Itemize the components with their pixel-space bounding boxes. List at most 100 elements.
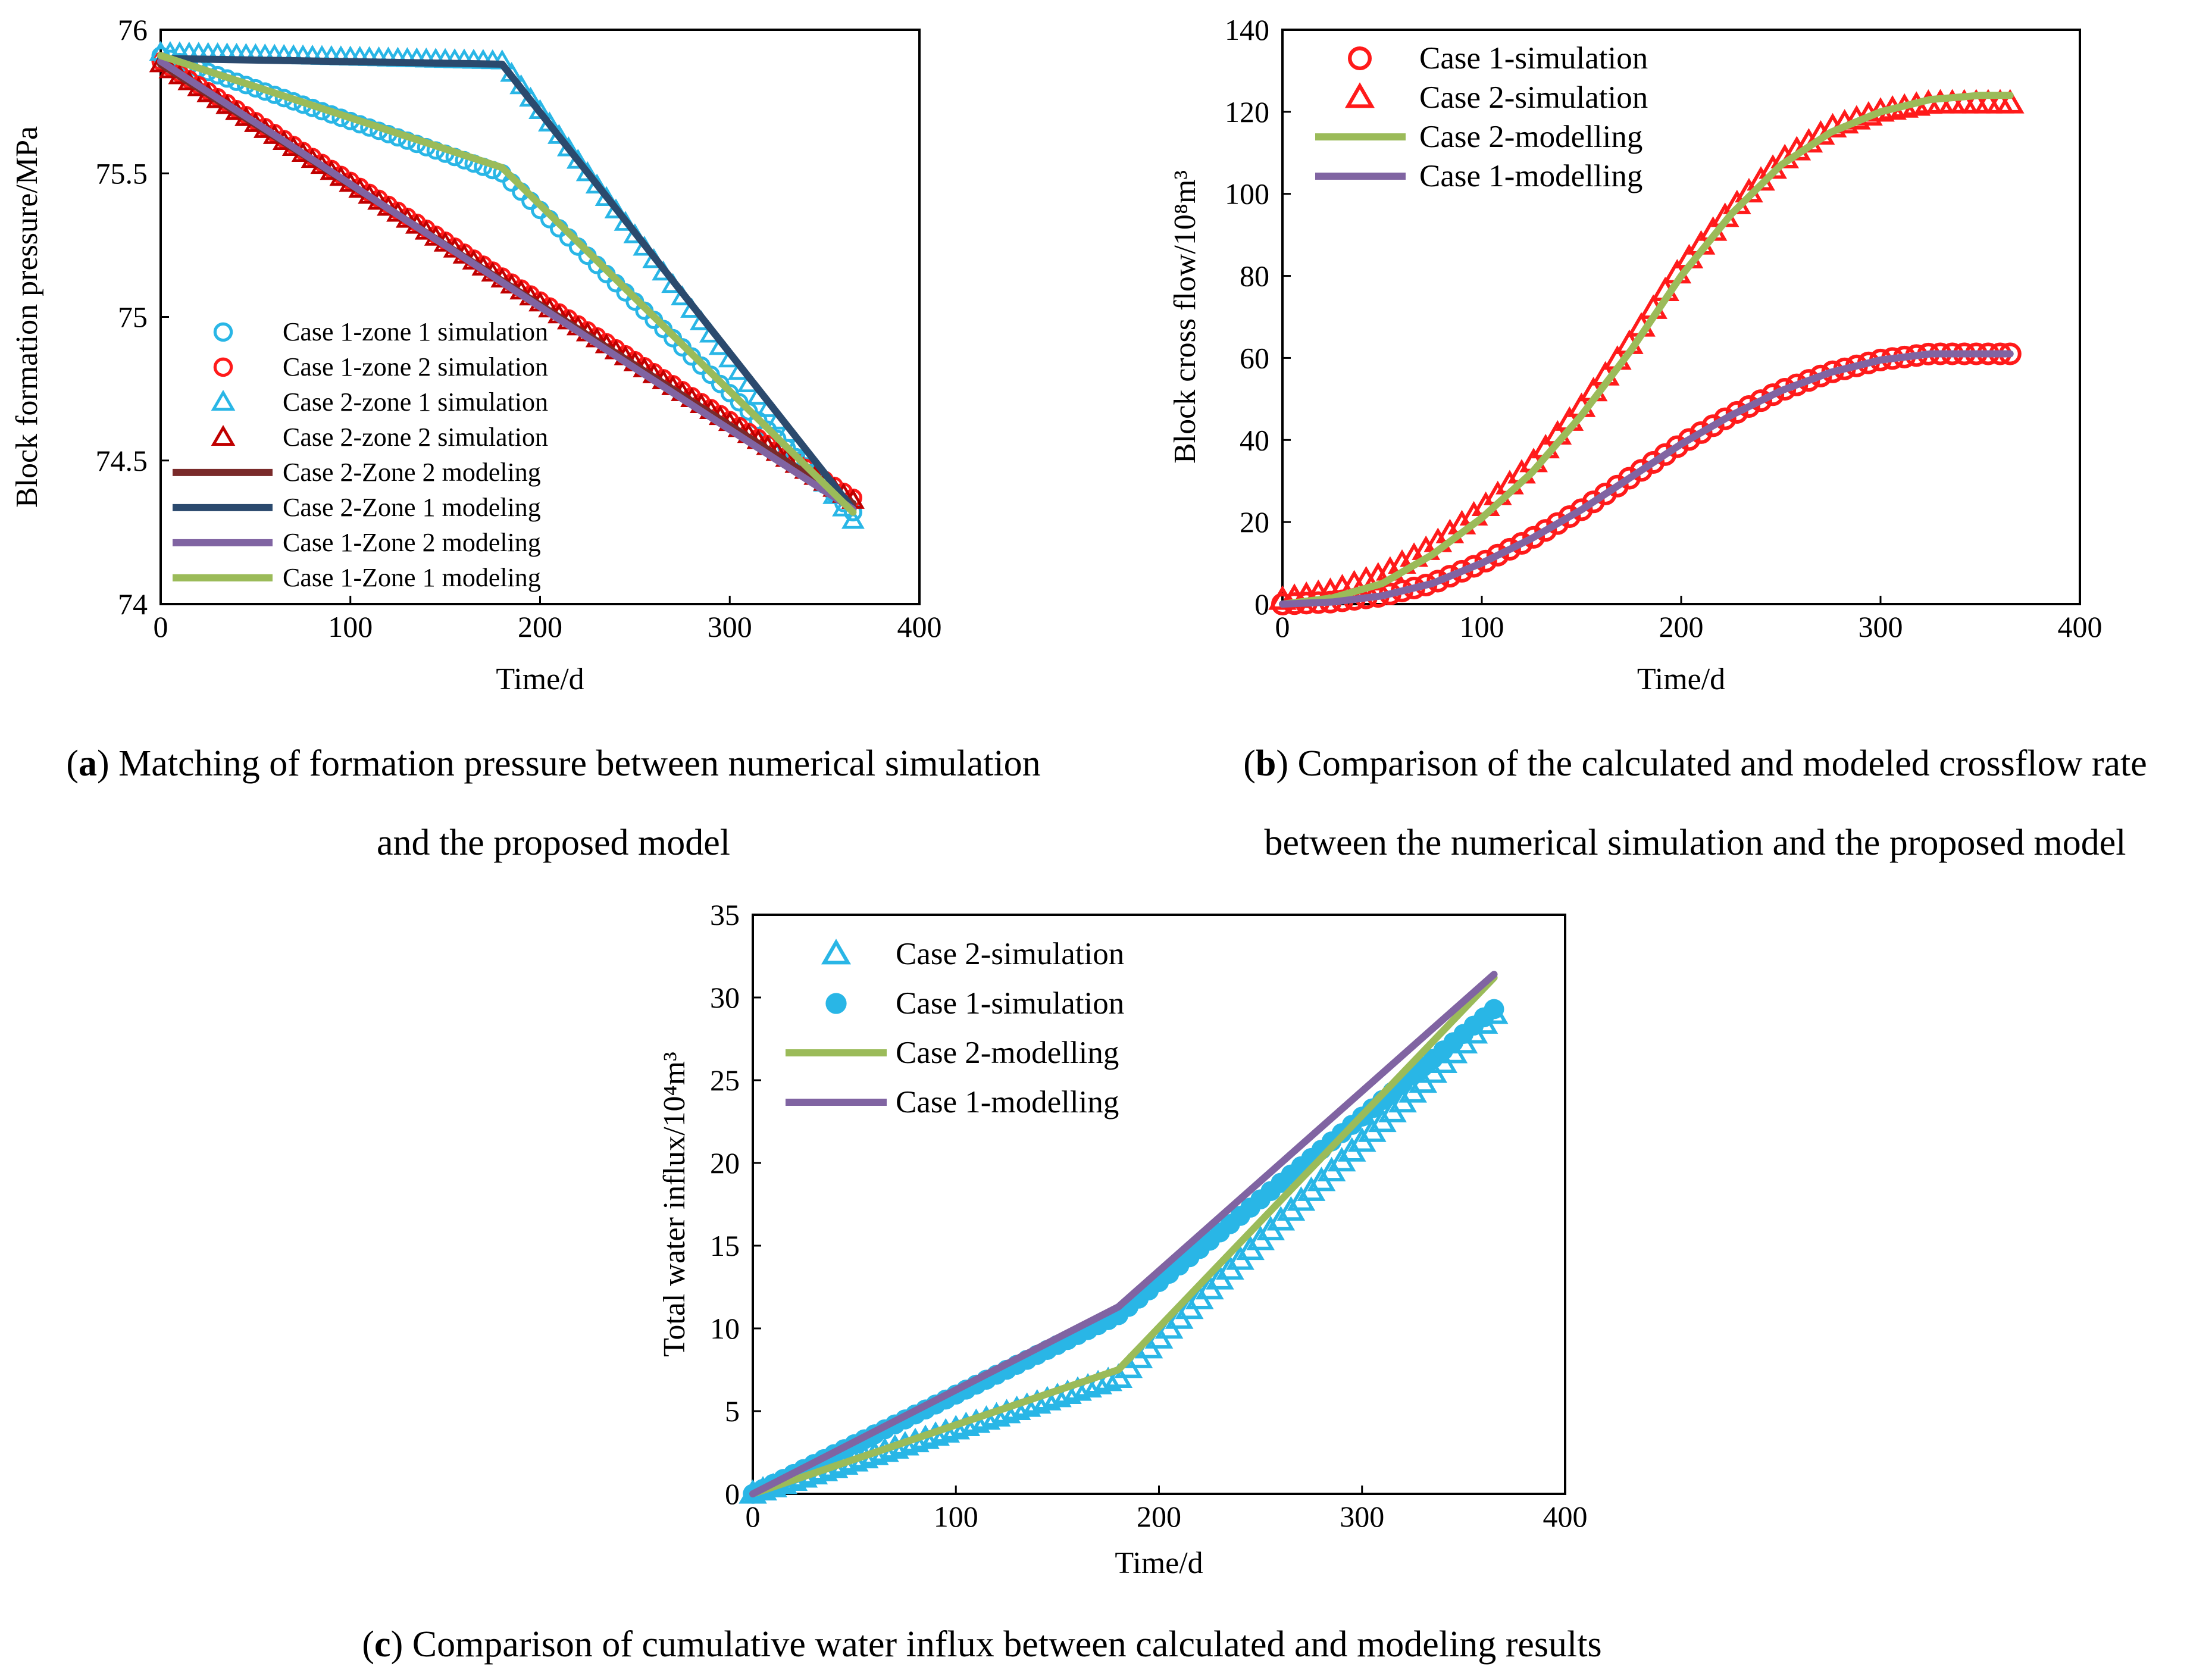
legend-item: Case 1-Zone 1 modeling <box>173 563 541 592</box>
data-point <box>1474 549 1497 573</box>
legend-item: Case 2-Zone 2 modeling <box>173 458 541 487</box>
y-tick-label: 35 <box>710 898 740 931</box>
caption-a-line2: and the proposed model <box>376 823 731 863</box>
legend-item: Case 1-modelling <box>786 1085 1119 1119</box>
x-tick-label: 200 <box>518 610 562 643</box>
x-tick-label: 300 <box>708 610 752 643</box>
data-point <box>1438 565 1462 588</box>
x-tick-label: 300 <box>1859 610 1903 643</box>
y-tick-label: 25 <box>710 1064 740 1097</box>
legend-label: Case 2-modelling <box>896 1036 1119 1070</box>
legend-marker <box>1348 46 1372 71</box>
data-point <box>749 411 768 430</box>
series-line-case-2-modelling <box>749 974 1498 1497</box>
legend-label: Case 2-zone 2 simulation <box>283 423 548 452</box>
legend-item: Case 1-Zone 2 modeling <box>173 528 541 557</box>
y-tick-label: 60 <box>1240 341 1269 374</box>
y-tick-label: 75 <box>118 301 148 334</box>
x-tick-label: 200 <box>1137 1500 1181 1533</box>
legend-item: Case 1-simulation <box>1348 41 1648 76</box>
x-axis-label: Time/d <box>1115 1546 1203 1580</box>
legend-label: Case 1-Zone 2 modeling <box>283 528 541 557</box>
legend-item: Case 2-zone 2 simulation <box>211 423 548 452</box>
y-tick-label: 140 <box>1225 13 1269 46</box>
data-point <box>1737 395 1760 418</box>
plot-frame <box>1281 29 2081 605</box>
legend-item: Case 2-simulation <box>821 937 1124 971</box>
series-case-1-simulation <box>1271 342 2022 616</box>
data-point <box>1678 428 1701 451</box>
legend: Case 2-simulation Case 1-simulation Case 2… <box>786 937 1124 1119</box>
legend-label: Case 1-Zone 1 modeling <box>283 563 541 592</box>
series-line-case-1-zone-1-modeling <box>157 52 857 516</box>
data-point <box>1063 1376 1092 1401</box>
legend-item: Case 1-zone 2 simulation <box>213 352 548 381</box>
y-tick-label: 100 <box>1225 177 1269 211</box>
legend-label: Case 1-modelling <box>896 1085 1119 1119</box>
data-point <box>1701 414 1725 437</box>
data-point <box>1749 389 1773 412</box>
series-line-case-1-modelling <box>749 971 1498 1497</box>
data-point <box>841 509 865 529</box>
x-tick-label: 400 <box>1543 1500 1588 1533</box>
y-tick-label: 120 <box>1225 95 1269 129</box>
y-tick-label: 30 <box>710 981 740 1014</box>
data-point <box>1713 407 1737 430</box>
data-point <box>1498 537 1521 561</box>
y-tick-label: 20 <box>1240 505 1269 539</box>
data-point <box>711 374 730 393</box>
series-case-1-simulation <box>743 999 1504 1504</box>
data-point <box>1546 512 1569 535</box>
data-point <box>1762 383 1785 406</box>
x-tick-label: 0 <box>746 1500 761 1533</box>
legend-label: Case 2-zone 1 simulation <box>283 387 548 417</box>
legend-label: Case 2-Zone 1 modeling <box>283 493 541 522</box>
y-tick-label: 15 <box>710 1229 740 1262</box>
legend-marker <box>213 357 233 377</box>
data-point <box>1534 519 1557 542</box>
x-tick-label: 100 <box>934 1500 978 1533</box>
y-tick-label: 74 <box>118 587 148 621</box>
data-point <box>692 356 711 375</box>
y-axis-label: Block formation pressure/MPa <box>10 126 44 508</box>
legend-item: Case 1-zone 1 simulation <box>213 317 548 346</box>
data-point <box>1094 1366 1123 1391</box>
caption-a-letter: a <box>78 743 97 784</box>
legend-item: Case 2-zone 1 simulation <box>211 387 548 417</box>
legend-item: Case 1-modelling <box>1315 159 1642 193</box>
legend-label: Case 1-simulation <box>896 986 1124 1021</box>
series-line-case-1-modelling <box>1279 350 2014 608</box>
y-tick-label: 76 <box>118 13 148 46</box>
series-case-2-simulation <box>739 999 1509 1504</box>
legend-marker <box>211 424 236 446</box>
caption-b-letter: b <box>1255 743 1276 784</box>
legend-label: Case 1-zone 1 simulation <box>283 317 548 346</box>
legend-label: Case 1-modelling <box>1419 159 1642 193</box>
legend-item: Case 2-Zone 1 modeling <box>173 493 541 522</box>
x-tick-label: 0 <box>1275 610 1290 643</box>
caption-c-letter: c <box>374 1624 391 1665</box>
legend-label: Case 1-simulation <box>1419 41 1648 76</box>
legend-marker <box>1344 82 1375 108</box>
x-tick-label: 400 <box>897 610 942 643</box>
y-axis-label: Block cross flow/10⁸m³ <box>1168 170 1202 464</box>
data-point <box>1689 421 1713 444</box>
data-point <box>730 393 749 412</box>
series-line-case-2-modelling <box>1279 92 2014 608</box>
legend-marker <box>821 939 852 965</box>
legend: Case 1-zone 1 simulation Case 1-zone 2 si… <box>173 317 548 592</box>
legend-item: Case 2-modelling <box>786 1036 1119 1070</box>
legend-marker <box>211 389 236 411</box>
legend-marker <box>825 993 847 1014</box>
x-axis-label: Time/d <box>496 662 584 696</box>
legend-marker <box>213 322 233 342</box>
x-tick-label: 300 <box>1340 1500 1384 1533</box>
legend-label: Case 2-simulation <box>896 937 1124 971</box>
caption-c-line1: (c) Comparison of cumulative water influ… <box>362 1624 1602 1665</box>
plot-frame <box>752 914 1566 1495</box>
data-point <box>1074 1373 1102 1398</box>
caption-b-text: Comparison of the calculated and modeled… <box>1297 743 2147 784</box>
legend-label: Case 2-simulation <box>1419 80 1648 115</box>
data-point <box>1510 531 1534 555</box>
series-line-case-2-zone-1-modeling <box>157 55 857 513</box>
